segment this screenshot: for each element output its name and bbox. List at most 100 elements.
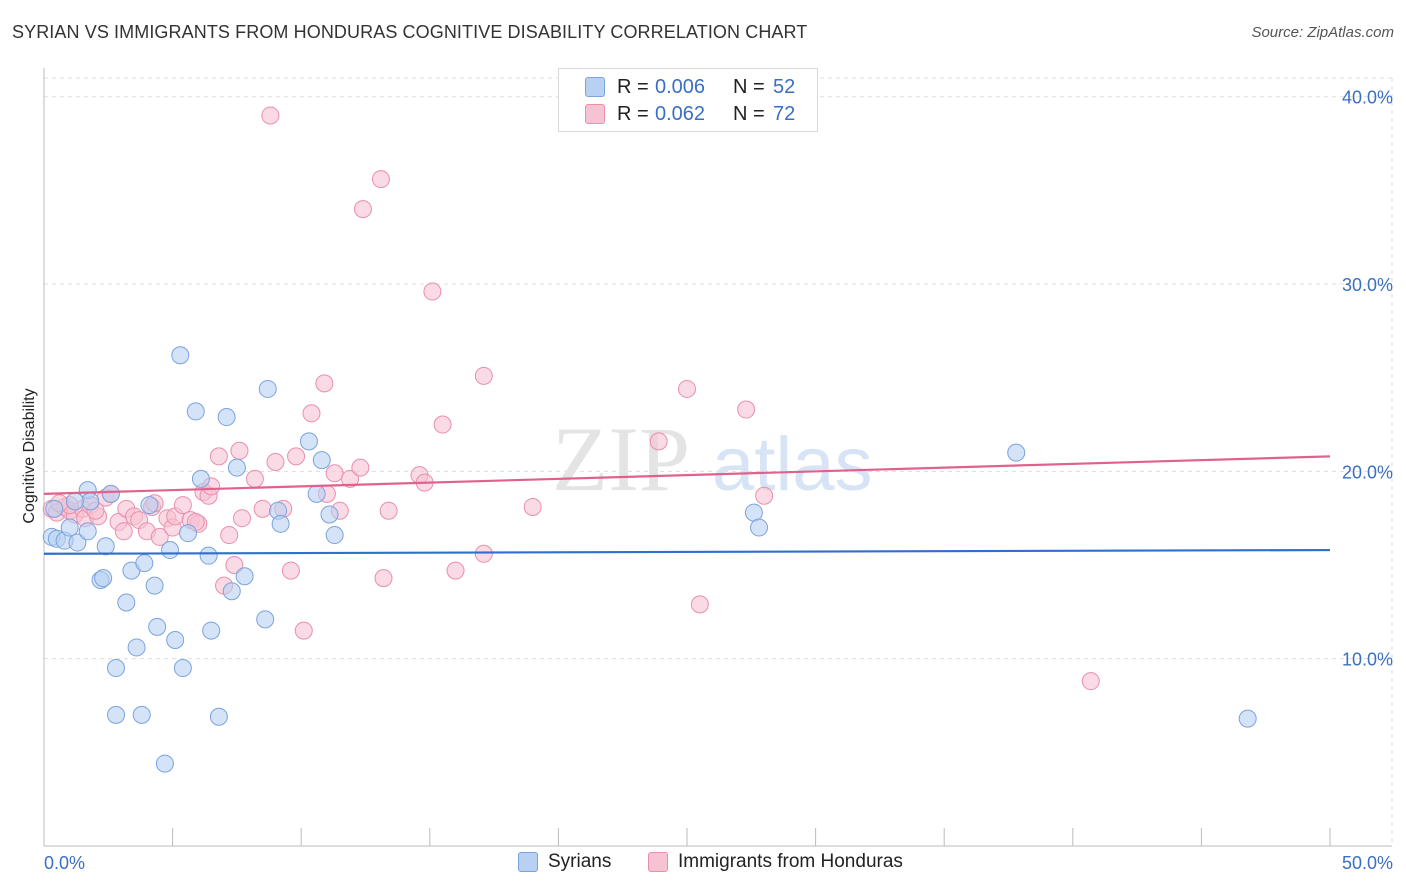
syrians-swatch — [585, 77, 605, 97]
trend-lines — [43, 455, 1331, 555]
honduras-point — [353, 200, 372, 219]
honduras-point — [755, 486, 774, 505]
y-tick-label: 20.0% — [1342, 462, 1393, 482]
syrians-point — [101, 484, 120, 503]
honduras-point — [150, 527, 169, 546]
legend-r-label: R = — [617, 102, 649, 125]
syrians-point — [256, 610, 275, 629]
syrians-points — [42, 346, 1257, 773]
syrians-point — [117, 593, 136, 612]
stats-legend: R = 0.006 N = 52 R = 0.062 N = 72 — [558, 68, 818, 132]
honduras-legend-label: Immigrants from Honduras — [678, 851, 903, 872]
syrians-point — [199, 546, 218, 565]
honduras-point — [649, 432, 668, 451]
y-axis-label: Cognitive Disability — [21, 388, 38, 523]
honduras-point — [423, 282, 442, 301]
syrians-point — [1238, 709, 1257, 728]
syrians-point — [107, 659, 126, 678]
legend-item-syrians: Syrians — [518, 851, 611, 873]
tick-labels: 10.0% 20.0% 30.0% 40.0% 0.0% 50.0% — [44, 88, 1393, 873]
honduras-swatch — [585, 104, 605, 124]
watermark-zip: ZIP — [552, 408, 690, 510]
chart-title: SYRIAN VS IMMIGRANTS FROM HONDURAS COGNI… — [12, 22, 808, 42]
syrians-point — [166, 630, 185, 649]
honduras-point — [281, 561, 300, 580]
syrians-point — [325, 526, 344, 545]
legend-r-label: R = — [617, 75, 649, 98]
syrians-point — [191, 469, 210, 488]
source-credit: Source: ZipAtlas.com — [1251, 24, 1394, 41]
syrians-point — [209, 707, 228, 726]
syrians-point — [1007, 443, 1026, 462]
syrians-point — [320, 505, 339, 524]
legend-r-value: 0.062 — [655, 102, 706, 125]
legend-item-honduras: Immigrants from Honduras — [648, 851, 903, 873]
honduras-point — [737, 400, 756, 419]
watermark: ZIP atlas — [552, 408, 873, 510]
syrians-point — [96, 537, 115, 556]
honduras-point — [1081, 672, 1100, 691]
syrians-point — [145, 576, 164, 595]
syrians-point — [173, 659, 192, 678]
syrians-point — [161, 541, 180, 560]
syrians-legend-label: Syrians — [548, 851, 612, 872]
honduras-point — [315, 374, 334, 393]
syrians-point — [307, 484, 326, 503]
y-tick-label: 30.0% — [1342, 275, 1393, 295]
syrians-point — [78, 522, 97, 541]
syrians-point — [258, 379, 277, 398]
honduras-point — [371, 170, 390, 189]
syrians-legend-swatch — [518, 852, 538, 872]
honduras-point — [114, 522, 133, 541]
honduras-point — [220, 526, 239, 545]
x-tick-label: 0.0% — [44, 853, 85, 873]
syrians-point — [140, 496, 159, 515]
honduras-point — [253, 499, 272, 518]
honduras-point — [266, 453, 285, 471]
honduras-point — [678, 379, 696, 398]
honduras-point — [325, 464, 344, 483]
syrians-point — [217, 408, 236, 427]
syrians-point — [81, 492, 100, 511]
syrians-point — [68, 533, 87, 552]
syrians-point — [155, 754, 174, 773]
x-tick-label: 50.0% — [1342, 853, 1393, 873]
honduras-point — [209, 447, 228, 466]
syrians-point — [186, 402, 205, 421]
honduras-trend-line — [43, 455, 1331, 495]
syrians-point — [271, 514, 290, 533]
honduras-point — [302, 404, 321, 423]
honduras-point — [433, 415, 452, 434]
legend-n-value: 72 — [773, 102, 796, 125]
legend-r-value: 0.006 — [655, 75, 706, 98]
y-tick-label: 40.0% — [1342, 88, 1393, 108]
syrians-point — [179, 524, 198, 543]
honduras-point — [233, 509, 252, 528]
honduras-point — [446, 561, 465, 580]
honduras-point — [379, 501, 398, 520]
syrians-point — [202, 621, 221, 640]
legend-n-label: N = — [733, 75, 765, 98]
syrians-point — [222, 582, 241, 601]
legend-n-value: 52 — [773, 75, 796, 98]
watermark-atlas: atlas — [712, 422, 873, 507]
syrians-point — [135, 554, 154, 573]
honduras-points — [42, 106, 1100, 691]
legend-row-syrians: R = 0.006 N = 52 — [585, 75, 795, 99]
honduras-point — [294, 621, 313, 640]
syrians-point — [94, 569, 113, 588]
grid-lines — [44, 77, 1393, 846]
syrians-point — [148, 617, 167, 636]
honduras-point — [245, 469, 264, 488]
honduras-point — [173, 496, 192, 515]
syrians-point — [60, 518, 79, 537]
honduras-point — [374, 569, 393, 588]
syrians-trend-line — [43, 548, 1331, 555]
honduras-point — [225, 556, 244, 575]
syrians-point — [744, 503, 763, 522]
syrians-point — [750, 518, 769, 537]
syrians-point — [235, 567, 254, 586]
legend-row-honduras: R = 0.062 N = 72 — [585, 102, 795, 126]
honduras-point — [523, 497, 542, 516]
